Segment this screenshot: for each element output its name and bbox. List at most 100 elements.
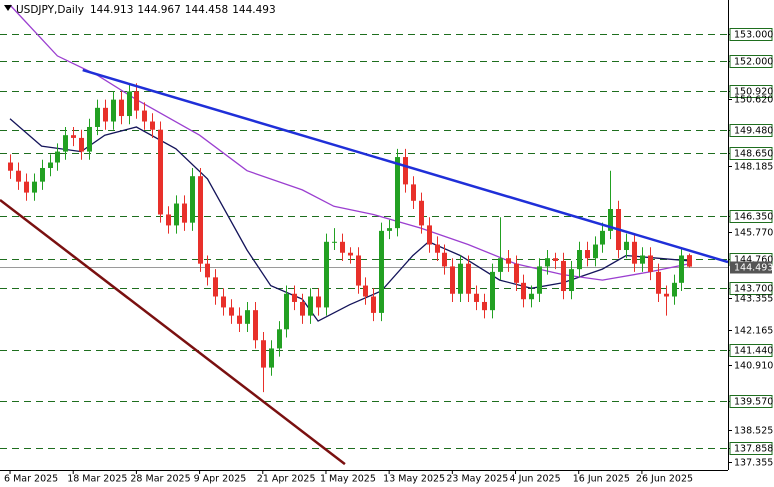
candle-body (127, 91, 132, 117)
candle-body (253, 310, 258, 341)
last-price-label: 144.493 (734, 263, 773, 274)
y-tick-label: 137.355 (734, 458, 773, 469)
x-tick-label: 23 May 2025 (446, 474, 508, 485)
candle-body (166, 214, 171, 226)
candle-body (237, 315, 242, 324)
candle-body (387, 228, 392, 231)
candle-body (656, 271, 661, 294)
candle-body (403, 157, 408, 185)
level-label: 148.650 (734, 149, 773, 160)
candle-body (174, 203, 179, 226)
candle-body (498, 258, 503, 272)
candle-body (87, 126, 92, 152)
candle-body (687, 255, 692, 267)
level-label-box (729, 210, 773, 223)
candle-body (284, 293, 289, 330)
level-label-box (729, 147, 773, 160)
candle-body (419, 200, 424, 226)
candle-body (640, 255, 645, 264)
plot-area (0, 4, 728, 466)
level-label-box (729, 55, 773, 68)
x-tick-label: 26 Jun 2025 (636, 474, 693, 485)
level-label-box (729, 28, 773, 41)
candle-body (269, 348, 274, 368)
x-tick-label: 4 Jun 2025 (510, 474, 561, 485)
candle-body (506, 258, 511, 264)
x-tick-label: 6 Mar 2025 (4, 474, 58, 485)
last-price-box (730, 261, 772, 274)
candle-body (103, 107, 108, 122)
candle-body (356, 255, 361, 286)
candle-body (55, 151, 60, 163)
candle-body (340, 241, 345, 253)
candle-body (40, 167, 45, 182)
trendline (82, 68, 728, 264)
candle-body (205, 263, 210, 278)
candle-body (600, 230, 605, 245)
candle-body (24, 181, 29, 193)
candle-body (190, 176, 195, 223)
symbol: USDJPY,Daily (16, 4, 84, 16)
level-label-box (729, 85, 773, 98)
candle-body (529, 293, 534, 300)
candle-body (332, 241, 337, 243)
level-label-box (729, 395, 773, 408)
header: USDJPY,Daily 144.913 144.967 144.458 144.493 (16, 4, 276, 16)
candle-body (435, 244, 440, 253)
candle-body (379, 230, 384, 313)
level-label: 153.000 (734, 30, 773, 41)
candle-body (371, 296, 376, 313)
candle-body (569, 269, 574, 292)
candle-body (672, 282, 677, 297)
candle-body (134, 91, 139, 111)
candle-body (545, 258, 550, 267)
level-label: 141.440 (734, 346, 773, 357)
candle-body (221, 296, 226, 308)
level-label: 144.760 (734, 255, 773, 266)
candle-body (632, 241, 637, 264)
candle-body (585, 250, 590, 259)
level-label-box (729, 282, 773, 295)
low-value: 144.458 (185, 4, 228, 16)
candle-body (32, 181, 37, 193)
close-value: 144.493 (232, 4, 275, 16)
candle-body (111, 99, 116, 122)
level-label: 139.570 (734, 397, 773, 408)
candle-body (79, 137, 84, 152)
high-value: 144.967 (137, 4, 180, 16)
candle-body (324, 241, 329, 308)
candle-body (395, 157, 400, 229)
candle-body (316, 296, 321, 308)
candle-body (553, 258, 558, 261)
candle-body (442, 252, 447, 267)
candle-body (514, 263, 519, 283)
candle-body (411, 184, 416, 201)
candle-body (261, 340, 266, 368)
y-tick-label: 140.910 (734, 361, 773, 372)
level-label: 137.858 (734, 444, 773, 455)
candle-body (229, 307, 234, 316)
candle-body (624, 241, 629, 251)
y-tick-label: 143.355 (734, 294, 773, 305)
candle-body (537, 266, 542, 294)
candle-body (466, 263, 471, 294)
level-label-box (729, 442, 773, 455)
level-label: 146.350 (734, 212, 773, 223)
candle-body (150, 121, 155, 130)
level-label-box (729, 124, 773, 137)
candle-body (300, 301, 305, 316)
candle-body (308, 296, 313, 316)
candle-body (71, 135, 76, 138)
candle-body (182, 203, 187, 223)
candle-body (348, 252, 353, 256)
x-tick-label: 13 May 2025 (383, 474, 445, 485)
candle-body (142, 110, 147, 122)
candle-body (679, 255, 684, 283)
candle-body (450, 266, 455, 294)
candle-body (277, 329, 282, 349)
menu-arrow[interactable] (4, 5, 12, 11)
trendline (0, 198, 346, 466)
candle-body (608, 208, 613, 231)
